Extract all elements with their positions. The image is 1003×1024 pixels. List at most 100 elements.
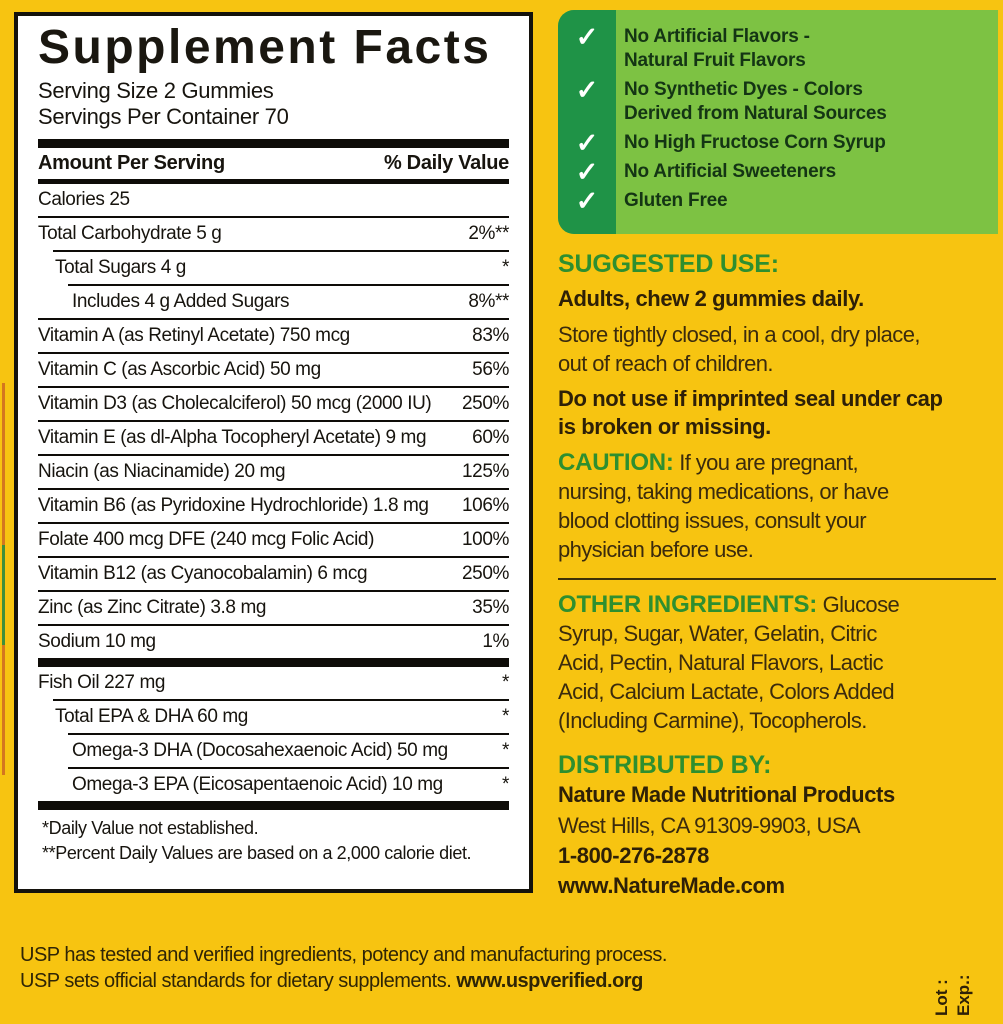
column-header-daily-value: % Daily Value bbox=[383, 152, 509, 174]
nutrient-row: Fish Oil 227 mg * bbox=[38, 658, 509, 699]
checkmark-icon: ✓ bbox=[575, 128, 599, 158]
nutrient-row: Omega-3 DHA (Docosahexaenoic Acid) 50 mg… bbox=[38, 733, 509, 767]
nutrient-row: Omega-3 EPA (Eicosapentaenoic Acid) 10 m… bbox=[38, 767, 509, 801]
nutrient-daily-value: 56% bbox=[472, 359, 509, 380]
nutrient-label: Fish Oil 227 mg bbox=[38, 672, 166, 693]
section-divider bbox=[558, 578, 996, 580]
supplement-facts-title: Supplement Facts bbox=[38, 21, 492, 74]
nutrient-daily-value: 106% bbox=[462, 495, 509, 516]
supplement-facts-panel: Supplement Facts Serving Size 2 Gummies … bbox=[14, 12, 533, 893]
usp-verification-note: USP has tested and verified ingredients,… bbox=[20, 942, 900, 994]
suggested-use-heading: SUGGESTED USE: bbox=[558, 250, 779, 278]
claim-text: No High Fructose Corn Syrup bbox=[624, 132, 886, 153]
row-divider bbox=[38, 624, 509, 626]
nutrient-daily-value: 250% bbox=[462, 563, 509, 584]
nutrient-row: Vitamin E (as dl-Alpha Tocopheryl Acetat… bbox=[38, 420, 509, 454]
nutrient-daily-value: 83% bbox=[472, 325, 509, 346]
caution-paragraph: CAUTION: If you are pregnant, nursing, t… bbox=[558, 448, 998, 564]
servings-per-container: Servings Per Container 70 bbox=[38, 104, 289, 129]
exp-label: Exp.: bbox=[954, 974, 973, 1016]
storage-instruction: Store tightly closed, in a cool, dry pla… bbox=[558, 322, 920, 376]
row-divider bbox=[38, 386, 509, 388]
nutrient-daily-value: * bbox=[502, 706, 509, 727]
nutrient-label: Niacin (as Niacinamide) 20 mg bbox=[38, 461, 286, 482]
claims-check-stripe bbox=[558, 10, 616, 234]
nutrient-daily-value: 8%** bbox=[468, 291, 509, 312]
claim-item: ✓ No Synthetic Dyes - Colors Derived fro… bbox=[558, 75, 998, 126]
distributor-address: West Hills, CA 91309-9903, USA bbox=[558, 813, 861, 838]
row-divider bbox=[38, 454, 509, 456]
column-header-amount: Amount Per Serving bbox=[38, 152, 225, 174]
nutrient-daily-value: 250% bbox=[462, 393, 509, 414]
nutrient-label: Vitamin A (as Retinyl Acetate) 750 mcg bbox=[38, 325, 350, 346]
footnote-percent-dv: **Percent Daily Values are based on a 2,… bbox=[42, 843, 472, 863]
row-divider bbox=[38, 658, 509, 667]
nutrient-daily-value: * bbox=[502, 257, 509, 278]
checkmark-icon: ✓ bbox=[575, 186, 599, 216]
claim-text: No Artificial Sweeteners bbox=[624, 161, 837, 182]
nutrient-row: Niacin (as Niacinamide) 20 mg 125% bbox=[38, 454, 509, 488]
lot-exp-block: Lot : Exp.: bbox=[931, 944, 975, 1016]
nutrient-daily-value: * bbox=[502, 774, 509, 795]
nutrient-row: Total Sugars 4 g * bbox=[38, 250, 509, 284]
nutrient-daily-value: 1% bbox=[482, 631, 509, 652]
distributor-block: DISTRIBUTED BY: Nature Made Nutritional … bbox=[558, 751, 998, 900]
row-divider bbox=[38, 318, 509, 320]
nutrient-daily-value: 2%** bbox=[468, 223, 509, 244]
nutrient-daily-value: 60% bbox=[472, 427, 509, 448]
serving-size: Serving Size 2 Gummies bbox=[38, 78, 274, 103]
nutrient-daily-value: 35% bbox=[472, 597, 509, 618]
lot-label: Lot : bbox=[932, 979, 951, 1016]
footnote-dv-not-established: *Daily Value not established. bbox=[42, 818, 259, 838]
row-divider bbox=[38, 488, 509, 490]
nutrient-table: Calories 25 Total Carbohydrate 5 g 2%** … bbox=[38, 184, 509, 801]
dose-instruction: Adults, chew 2 gummies daily. bbox=[558, 286, 864, 311]
nutrient-daily-value: 125% bbox=[462, 461, 509, 482]
right-column: ✓ No Artificial Flavors - Natural Fruit … bbox=[558, 0, 998, 902]
nutrient-row: Total Carbohydrate 5 g 2%** bbox=[38, 216, 509, 250]
other-ingredients-text: Glucose Syrup, Sugar, Water, Gelatin, Ci… bbox=[558, 592, 900, 733]
nutrient-row: Folate 400 mcg DFE (240 mcg Folic Acid) … bbox=[38, 522, 509, 556]
distributed-by-heading: DISTRIBUTED BY: bbox=[558, 751, 772, 779]
nutrient-daily-value: 100% bbox=[462, 529, 509, 550]
nutrient-row: Zinc (as Zinc Citrate) 3.8 mg 35% bbox=[38, 590, 509, 624]
row-divider bbox=[68, 284, 509, 286]
row-divider bbox=[38, 522, 509, 524]
row-divider bbox=[68, 767, 509, 769]
nutrient-label: Vitamin E (as dl-Alpha Tocopheryl Acetat… bbox=[38, 427, 427, 448]
other-ingredients-paragraph: OTHER INGREDIENTS: Glucose Syrup, Sugar,… bbox=[558, 590, 998, 735]
row-divider bbox=[38, 352, 509, 354]
claims-list: ✓ No Artificial Flavors - Natural Fruit … bbox=[558, 24, 998, 216]
nutrient-label: Includes 4 g Added Sugars bbox=[72, 291, 290, 312]
row-divider bbox=[38, 420, 509, 422]
usp-line1: USP has tested and verified ingredients,… bbox=[20, 944, 667, 966]
nutrient-row: Vitamin A (as Retinyl Acetate) 750 mcg 8… bbox=[38, 318, 509, 352]
row-divider bbox=[53, 250, 509, 252]
distributor-phone: 1-800-276-2878 bbox=[558, 843, 709, 868]
usp-line2: USP sets official standards for dietary … bbox=[20, 970, 643, 992]
claim-text: Gluten Free bbox=[624, 190, 728, 211]
claim-item: ✓ No Artificial Flavors - Natural Fruit … bbox=[558, 24, 998, 73]
claim-text: No Synthetic Dyes - Colors Derived from … bbox=[624, 79, 887, 124]
caution-label: CAUTION: bbox=[558, 449, 674, 476]
claim-item: ✓ No High Fructose Corn Syrup bbox=[558, 128, 998, 158]
checkmark-icon: ✓ bbox=[575, 75, 599, 105]
nutrient-label: Vitamin B6 (as Pyridoxine Hydrochloride)… bbox=[38, 495, 429, 516]
nutrient-daily-value: * bbox=[502, 740, 509, 761]
nutrient-row: Vitamin B6 (as Pyridoxine Hydrochloride)… bbox=[38, 488, 509, 522]
thick-rule bbox=[38, 139, 509, 148]
claims-box: ✓ No Artificial Flavors - Natural Fruit … bbox=[558, 10, 998, 234]
nutrient-label: Vitamin B12 (as Cyanocobalamin) 6 mcg bbox=[38, 563, 368, 584]
package-edge-green-sliver bbox=[2, 545, 5, 645]
nutrient-label: Omega-3 DHA (Docosahexaenoic Acid) 50 mg bbox=[72, 740, 448, 761]
other-ingredients-label: OTHER INGREDIENTS: bbox=[558, 591, 818, 618]
nutrient-label: Vitamin D3 (as Cholecalciferol) 50 mcg (… bbox=[38, 393, 432, 414]
nutrient-label: Total EPA & DHA 60 mg bbox=[55, 706, 248, 727]
row-divider bbox=[68, 733, 509, 735]
checkmark-icon: ✓ bbox=[575, 157, 599, 187]
nutrient-label: Total Carbohydrate 5 g bbox=[38, 223, 222, 244]
row-divider bbox=[38, 590, 509, 592]
medium-rule bbox=[38, 179, 509, 184]
row-divider bbox=[53, 699, 509, 701]
nutrient-row: Includes 4 g Added Sugars 8%** bbox=[38, 284, 509, 318]
